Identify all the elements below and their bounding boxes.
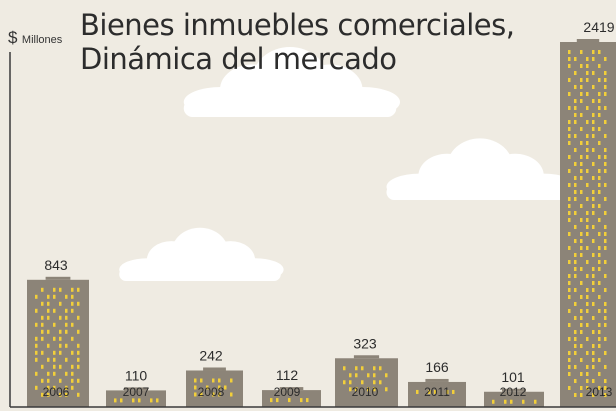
x-tick-labels: 2006 2007 2008 2009 2010 2011 2012 2013 (43, 385, 613, 399)
value-label-2007: 110 (125, 367, 148, 383)
value-label-2008: 242 (199, 347, 223, 363)
chart-title: Bienes inmuebles comerciales, Dinámica d… (80, 8, 515, 76)
y-axis-unit: $ Millones (8, 28, 62, 48)
bar-2010 (335, 355, 398, 407)
value-label-2013: 2419 (583, 19, 614, 35)
building-windows (35, 287, 80, 397)
x-tick-2008: 2008 (198, 385, 225, 399)
building-windows (194, 378, 233, 397)
bar-2012 (484, 388, 544, 407)
building-body (408, 381, 466, 407)
bars (27, 39, 616, 407)
bar-2008 (186, 367, 243, 407)
building-body (106, 390, 166, 407)
x-tick-2013: 2013 (586, 385, 613, 399)
building-body (262, 390, 321, 407)
cloud-middle (119, 227, 284, 281)
bar-2009 (262, 387, 321, 407)
x-tick-2012: 2012 (500, 385, 527, 399)
cloud-right (386, 138, 577, 200)
building-roof (279, 387, 304, 391)
bar-2007 (106, 387, 166, 407)
x-tick-2006: 2006 (43, 385, 70, 399)
building-roof (576, 39, 600, 42)
building-windows (568, 50, 607, 397)
x-tick-2011: 2011 (424, 385, 450, 399)
building-body (560, 42, 616, 407)
x-tick-2010: 2010 (352, 385, 379, 399)
value-label-2009: 112 (276, 367, 299, 383)
building-roof (203, 367, 226, 371)
x-tick-2009: 2009 (274, 385, 301, 399)
y-axis-label: Millones (21, 34, 63, 46)
building-body (484, 391, 544, 407)
value-label-2011: 166 (425, 359, 449, 375)
cloud-decorations (119, 47, 577, 281)
bar-2006 (27, 276, 89, 407)
building-windows (114, 398, 159, 403)
building-roof (45, 276, 71, 280)
building-windows (492, 399, 537, 404)
value-labels: 843 110 242 112 323 166 101 2419 (44, 19, 614, 385)
chart-title-line-2: Dinámica del mercado (80, 42, 397, 76)
value-label-2006: 843 (44, 257, 68, 273)
building-windows (270, 398, 309, 403)
building-roof (502, 388, 526, 392)
building-windows (416, 389, 455, 394)
cloud-top (183, 47, 400, 117)
x-tick-2007: 2007 (123, 385, 150, 399)
bar-2011 (408, 378, 466, 407)
value-label-2012: 101 (501, 369, 525, 385)
building-roof (124, 387, 148, 391)
bar-2013 (560, 39, 616, 407)
value-label-2010: 323 (353, 335, 377, 351)
building-roof (353, 355, 380, 359)
chart-title-line-1: Bienes inmuebles comerciales, (80, 8, 515, 42)
building-windows (343, 366, 388, 392)
building-body (27, 279, 89, 407)
y-axis-currency-symbol: $ (8, 28, 18, 47)
building-roof (425, 378, 449, 382)
